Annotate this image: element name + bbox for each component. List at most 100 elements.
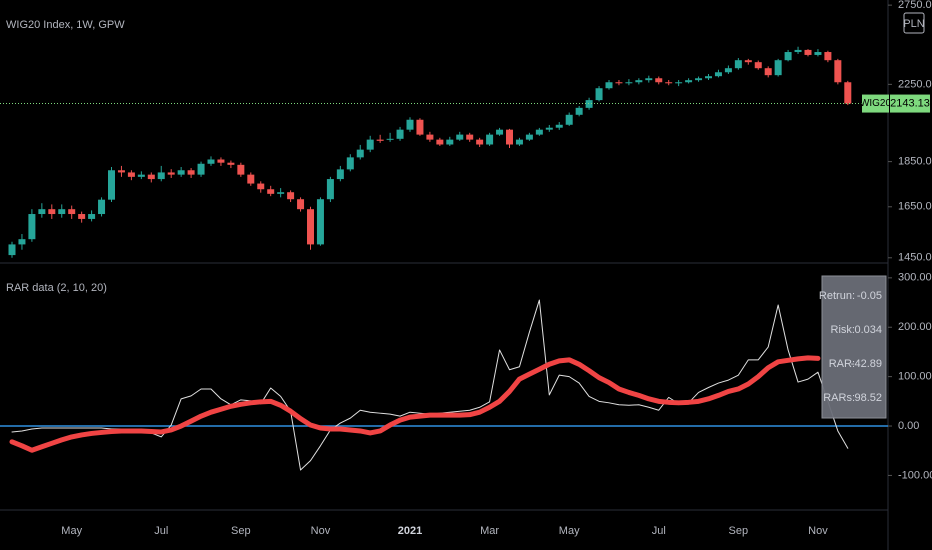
candle-body — [764, 68, 772, 76]
candle-body — [187, 170, 195, 175]
candle-body — [426, 134, 434, 140]
candle-body — [575, 107, 583, 115]
y-tick-label: 1450.00 — [898, 252, 932, 264]
candle-body — [645, 78, 653, 81]
candle-body — [496, 129, 504, 135]
info-box — [821, 275, 887, 419]
info-label: Retrun: — [819, 290, 855, 302]
series-line — [9, 355, 821, 453]
candle-body — [506, 129, 513, 145]
x-tick-label: Nov — [311, 525, 331, 537]
candle-body — [635, 80, 643, 83]
candle-body — [346, 157, 354, 170]
candle-body — [396, 129, 404, 139]
x-tick-label: May — [559, 525, 580, 537]
candle-body — [545, 127, 553, 130]
candle-body — [814, 52, 822, 55]
candle-body — [456, 134, 464, 140]
series-line — [11, 299, 849, 471]
candle-body — [297, 199, 305, 210]
candle-body — [565, 114, 573, 125]
info-value: -42.89 — [851, 358, 882, 370]
candle-body — [834, 60, 842, 83]
candle-body — [476, 139, 484, 145]
candle-body — [655, 78, 663, 83]
candle-body — [217, 159, 225, 163]
x-tick-label: Sep — [231, 525, 251, 537]
candle-body — [177, 170, 185, 175]
candle-body — [446, 139, 454, 145]
candle-body — [108, 170, 115, 200]
candle-body — [207, 159, 215, 164]
candle-body — [98, 199, 106, 215]
info-label: Risk: — [831, 324, 855, 336]
y-tick-label: 1650.00 — [898, 201, 932, 213]
candle-body — [784, 52, 792, 61]
candle-body — [257, 183, 265, 190]
candle-body — [366, 139, 374, 150]
info-label: RARs: — [823, 392, 855, 404]
candle-body — [734, 60, 742, 69]
candle-body — [665, 82, 673, 84]
candle-body — [804, 49, 812, 55]
candle-body — [167, 172, 175, 175]
y-tick-label: 100.00 — [898, 371, 932, 383]
x-tick-label: Nov — [808, 525, 828, 537]
candle-body — [605, 82, 613, 89]
candle-body — [724, 68, 732, 73]
candle-body — [88, 214, 96, 219]
y-tick-label: 300.00 — [898, 272, 932, 284]
candle-body — [117, 170, 125, 173]
candle-body — [774, 60, 782, 76]
candle-body — [137, 174, 145, 177]
candle-body — [695, 78, 703, 81]
currency-box — [903, 12, 925, 34]
candle-body — [237, 164, 245, 175]
candle-body — [585, 100, 593, 108]
candle-body — [18, 239, 26, 245]
x-tick-label: May — [61, 525, 82, 537]
candle-body — [356, 149, 364, 158]
candle-body — [157, 172, 165, 180]
x-tick-label: Sep — [729, 525, 749, 537]
x-tick-label: Jul — [154, 525, 168, 537]
candle-body — [287, 192, 295, 200]
candle-body — [555, 124, 563, 128]
info-value: -0.05 — [857, 290, 882, 302]
candle-body — [675, 82, 683, 84]
candle-body — [48, 209, 56, 215]
candle-body — [326, 179, 334, 200]
candle-body — [376, 139, 384, 141]
y-tick-label: 1850.00 — [898, 156, 932, 168]
candle-body — [615, 82, 623, 84]
info-value: 98.52 — [854, 392, 882, 404]
candle-body — [267, 189, 275, 194]
candle-body — [58, 209, 66, 215]
candle-body — [705, 76, 712, 79]
x-tick-label: Jul — [652, 525, 666, 537]
candle-body — [794, 49, 802, 53]
candle-body — [28, 214, 36, 240]
candle-body — [336, 169, 344, 180]
candle-body — [127, 172, 135, 177]
chart-title: WIG20 Index, 1W, GPW — [6, 19, 125, 31]
candle-body — [406, 119, 414, 130]
last-price-box — [890, 94, 930, 113]
candle-body — [316, 199, 324, 245]
candle-body — [416, 119, 424, 135]
candle-body — [38, 209, 46, 215]
candle-body — [147, 174, 155, 180]
candle-body — [247, 174, 255, 184]
y-tick-label: -100.00 — [898, 469, 932, 481]
candle-body — [535, 129, 543, 135]
candle-body — [277, 192, 285, 194]
indicator-title: RAR data (2, 10, 20) — [6, 282, 107, 294]
currency: PLN — [903, 18, 924, 30]
candle-body — [714, 72, 722, 77]
y-tick-label: 0.00 — [898, 420, 919, 432]
info-label: RAR: — [829, 358, 855, 370]
last-price: 2143.13 — [890, 97, 930, 109]
candle-body — [744, 60, 752, 63]
candle-body — [824, 52, 832, 61]
